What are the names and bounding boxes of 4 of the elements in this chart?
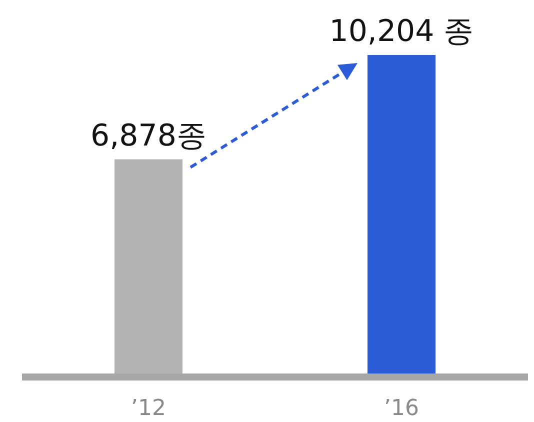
data-label: 10,204 종 [329, 14, 474, 49]
data-label: 6,878종 [90, 118, 206, 154]
x-tick-label: ’16 [384, 396, 419, 421]
x-tick-label: ’12 [131, 396, 166, 421]
